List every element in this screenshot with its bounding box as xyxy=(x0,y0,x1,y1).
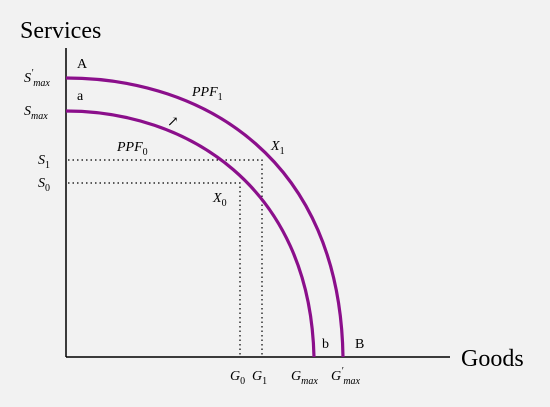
guide-s0-g0 xyxy=(68,182,241,357)
ppf0-label: PPF0 xyxy=(116,140,148,158)
ppf1-label: PPF1 xyxy=(191,85,223,103)
y-label-smax: Smax xyxy=(24,104,48,122)
point-label-x1: X1 xyxy=(270,139,285,157)
y-label-s1: S1 xyxy=(38,153,50,171)
point-label-b: b xyxy=(322,337,329,352)
y-label-s0: S0 xyxy=(38,176,50,194)
shift-arrow-icon: ↗ xyxy=(167,115,179,130)
point-label-A: A xyxy=(77,57,88,72)
point-label-x0: X0 xyxy=(212,191,227,209)
x-axis-title: Goods xyxy=(461,346,524,372)
ppf0-curve xyxy=(65,109,316,358)
guide-s1-g1 xyxy=(68,159,263,357)
point-label-a: a xyxy=(77,89,84,104)
x-label-gmax-prime: G′max xyxy=(331,366,361,387)
x-label-gmax: Gmax xyxy=(291,369,318,387)
ppf1-curve xyxy=(65,76,345,358)
y-label-smax-prime: S′max xyxy=(24,68,50,89)
y-axis-title: Services xyxy=(20,18,101,44)
point-label-B: B xyxy=(355,337,364,352)
x-label-g1: G1 xyxy=(252,369,267,387)
x-label-g0: G0 xyxy=(230,369,245,387)
